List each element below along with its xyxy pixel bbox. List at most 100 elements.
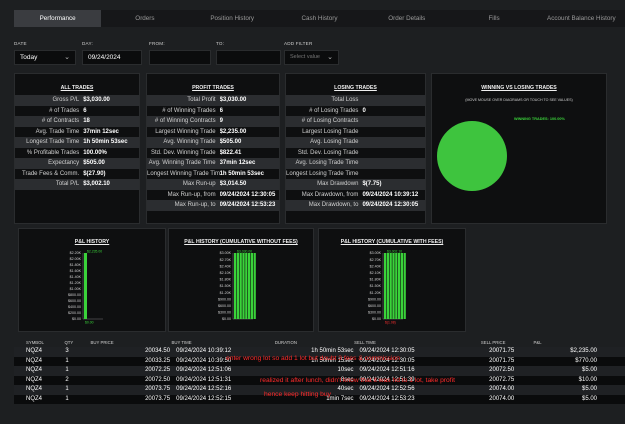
add-filter-label: ADD FILTER — [284, 41, 313, 46]
col-buy-time[interactable]: BUY TIME — [171, 340, 192, 345]
stat-label: Expectancy — [48, 160, 80, 166]
stat-row: % Profitable Trades 100.00% — [15, 148, 139, 159]
tab-order-details[interactable]: Order Details — [388, 15, 426, 22]
table-body: NQZ4 3 20034.50 09/24/2024 10:39:12 1h 50min… — [14, 347, 625, 404]
table-row[interactable]: NQZ4 3 20034.50 09/24/2024 10:39:12 1h 50min… — [14, 347, 625, 357]
stat-label: % Profitable Trades — [26, 149, 80, 156]
cell-sell-price: 20074.00 — [489, 386, 515, 392]
stat-value: $505.00 — [219, 139, 242, 145]
chevron-down-icon: ⌄ — [327, 54, 333, 61]
cell-buy-time: 09/24/2024 10:39:12 — [176, 348, 232, 354]
tab-performance[interactable]: Performance — [14, 10, 102, 27]
stat-row: # of Winning Trades 6 — [147, 106, 279, 117]
y-tick-label: $600.00 — [68, 299, 81, 303]
losing-trades-list: Total Loss # of Losing Trades 0 # of Losing… — [286, 95, 425, 211]
stat-value: $505.00 — [83, 160, 105, 166]
pl-cum-with-panel: P&L HISTORY (CUMULATIVE WITH FEES) $3.00… — [318, 228, 466, 332]
y-tick-label: $200.00 — [68, 311, 81, 315]
y-tick-label: $400.00 — [68, 305, 81, 309]
cell-buy-price: 20073.75 — [145, 386, 171, 392]
bar — [245, 253, 248, 319]
stat-row: Total Loss — [286, 95, 425, 106]
stat-row: # of Winning Contracts 9 — [147, 116, 279, 127]
stat-row: # of Trades 6 — [15, 106, 139, 117]
bar — [248, 253, 251, 319]
y-tick-label: $1.20K — [70, 281, 82, 285]
cell-sell-time: 09/24/2024 12:52:56 — [359, 386, 415, 392]
stat-value: 100.00% — [83, 149, 107, 156]
table-row[interactable]: NQZ4 2 20072.50 09/24/2024 12:51:31 8sec 09/2… — [14, 375, 625, 385]
stat-value: 6 — [219, 107, 223, 114]
cell-symbol: NQZ4 — [26, 376, 43, 383]
y-tick-label: $1.60K — [70, 269, 82, 273]
col-duration[interactable]: DURATION — [274, 340, 297, 345]
cell-sell-time: 09/24/2024 12:30:05 — [359, 357, 415, 364]
y-tick-label: $1.40K — [70, 275, 82, 279]
y-tick-label: $2.40K — [220, 264, 232, 268]
stat-label: Std. Dev. Winning Trade — [151, 149, 216, 156]
bar-value-label: $3,030.00 — [237, 250, 252, 254]
tab-position-history[interactable]: Position History — [210, 15, 255, 22]
bar-value-label: $2,235.00 — [87, 250, 102, 254]
col-sell-price[interactable]: SELL PRICE — [480, 340, 506, 345]
stat-row: Trade Fees & Comm. $(27.90) — [15, 169, 139, 180]
table-row[interactable]: NQZ4 1 20073.75 09/24/2024 12:52:15 1min 7se… — [14, 394, 625, 404]
stat-label: # of Winning Contracts — [154, 118, 216, 124]
add-filter-select[interactable]: Select value ⌄ — [284, 50, 339, 65]
day-input[interactable]: 09/24/2024 — [82, 50, 142, 65]
stat-value: $(7.75) — [362, 181, 382, 187]
bar — [400, 253, 403, 319]
table-row[interactable]: NQZ4 1 20073.75 09/24/2024 12:52:16 40sec 09/… — [14, 385, 625, 395]
from-input[interactable] — [149, 50, 211, 65]
to-input[interactable] — [216, 50, 281, 65]
cell-duration: 10sec — [337, 367, 354, 373]
tab-fills[interactable]: Fills — [488, 15, 500, 22]
stat-value: $(27.90) — [83, 170, 106, 177]
stat-label: Avg. Losing Trade — [310, 139, 359, 145]
table-row[interactable]: NQZ4 1 20072.25 09/24/2024 12:51:06 10sec 09/… — [14, 366, 625, 376]
pl-cum-without-title: P&L HISTORY (CUMULATIVE WITHOUT FEES) — [184, 239, 298, 245]
tab-account-balance-history[interactable]: Account Balance History — [547, 15, 616, 22]
date-select-value: Today — [20, 54, 38, 61]
stat-label: Longest Losing Trade Time — [286, 170, 359, 177]
stat-value: 1h 50min 53sec — [219, 170, 264, 177]
col-sell-time[interactable]: SELL TIME — [354, 340, 376, 345]
col-qty[interactable]: QTY — [64, 340, 74, 345]
stat-label: Avg. Winning Trade Time — [148, 160, 216, 166]
cell-qty: 3 — [65, 348, 69, 354]
y-tick-label: $1.20K — [220, 291, 232, 295]
cell-symbol: NQZ4 — [26, 348, 43, 354]
table-row[interactable]: NQZ4 1 20033.25 09/24/2024 10:39:50 1h 50min… — [14, 356, 625, 366]
stat-value: 09/24/2024 12:53:23 — [219, 202, 276, 208]
tab-orders[interactable]: Orders — [135, 15, 155, 22]
cell-duration: 40sec — [337, 386, 354, 392]
y-tick-label: $2.20K — [70, 251, 82, 255]
cell-buy-time: 09/24/2024 12:51:31 — [176, 376, 232, 383]
col-symbol[interactable]: SYMBOL — [26, 340, 44, 345]
table-header: SYMBOL QTY BUY PRICE BUY TIME DURATION S… — [14, 338, 625, 347]
date-select[interactable]: Today ⌄ — [14, 50, 76, 65]
stat-label: Largest Winning Trade — [155, 128, 216, 135]
win-lose-pie[interactable] — [432, 112, 608, 222]
stat-label: Gross P/L — [52, 97, 80, 103]
stat-value — [362, 116, 425, 127]
col-buy-price[interactable]: BUY PRICE — [90, 340, 114, 345]
stat-row: Largest Losing Trade — [286, 127, 425, 138]
win-vs-lose-title: WINNING VS LOSING TRADES — [481, 85, 557, 91]
stat-label: Avg. Winning Trade — [163, 139, 216, 145]
cell-qty: 1 — [65, 367, 69, 373]
stat-value — [362, 158, 425, 169]
bar — [234, 253, 237, 319]
col-pl[interactable]: P&L — [533, 340, 542, 345]
stat-label: Longest Winning Trade Time — [147, 170, 220, 177]
cell-qty: 2 — [65, 376, 69, 383]
pie-slice-winning[interactable] — [437, 121, 507, 191]
win-vs-lose-panel: WINNING VS LOSING TRADES (MOVE MOUSE OVE… — [431, 73, 607, 224]
tab-cash-history[interactable]: Cash History — [301, 15, 338, 22]
bar — [84, 253, 87, 319]
y-tick-label: $2.00K — [70, 257, 82, 261]
y-tick-label: $2.10K — [370, 271, 382, 275]
stat-label: Avg. Losing Trade Time — [295, 160, 359, 166]
stat-label: Max Run-up, from — [167, 191, 216, 198]
cell-symbol: NQZ4 — [26, 357, 43, 364]
